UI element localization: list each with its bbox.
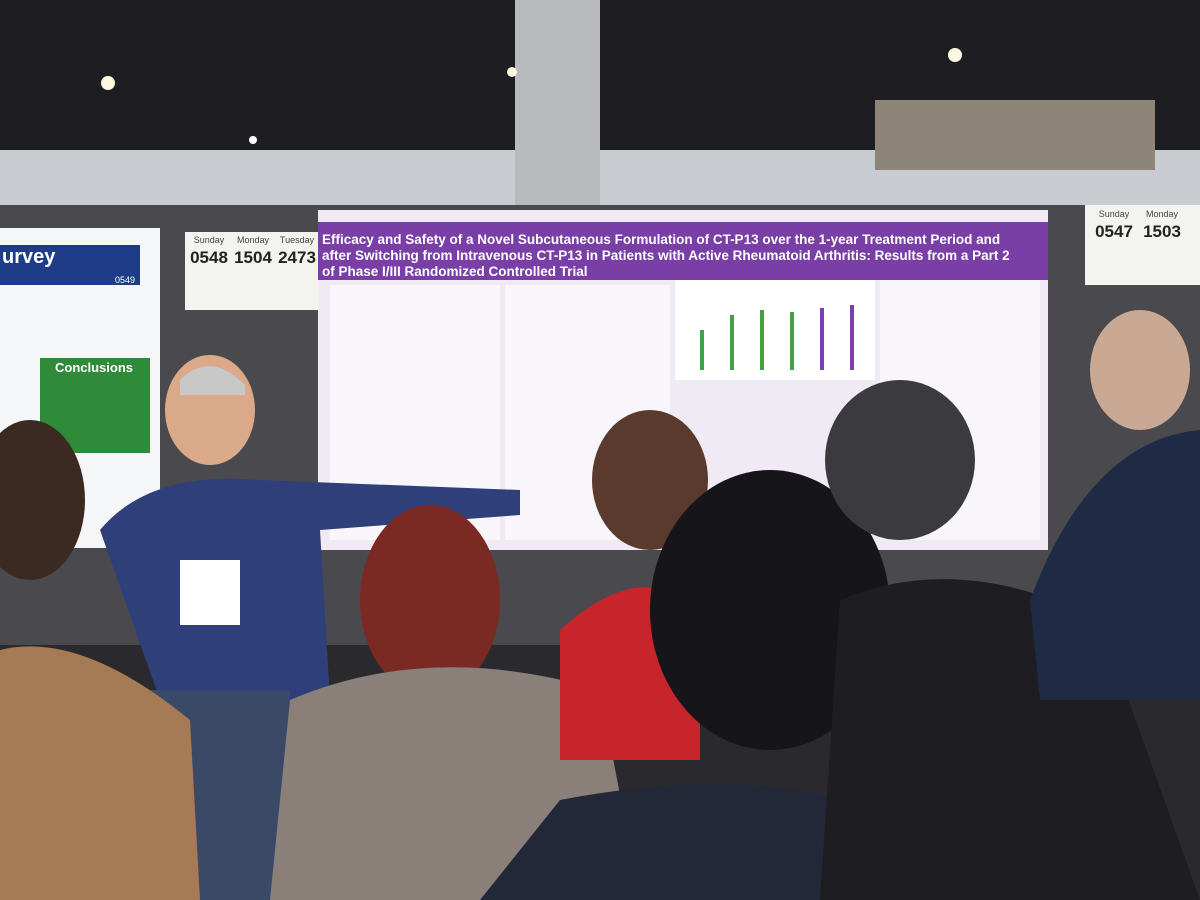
board-day: Monday xyxy=(1146,209,1179,219)
board-number: 1503 xyxy=(1143,222,1181,241)
left-poster-heading: urvey xyxy=(2,246,56,268)
left-poster-section: Conclusions xyxy=(55,360,133,375)
board-number: 1504 xyxy=(234,248,272,267)
board-day: Tuesday xyxy=(280,235,315,245)
board-number: 0548 xyxy=(190,248,228,267)
left-poster-number: 0549 xyxy=(115,275,135,285)
poster-title: Efficacy and Safety of a Novel Subcutane… xyxy=(322,232,1010,279)
board-number: 0547 xyxy=(1095,222,1133,241)
board-day: Sunday xyxy=(1099,209,1130,219)
board-number: 2473 xyxy=(278,248,316,267)
board-day: Monday xyxy=(237,235,270,245)
board-day: Sunday xyxy=(194,235,225,245)
